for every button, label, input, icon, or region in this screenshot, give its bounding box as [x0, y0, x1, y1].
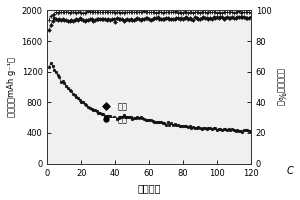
充电 [159, 17, 163, 20]
Line: 充电: 充电 [48, 15, 252, 31]
Y-axis label: 库伦效率（%）: 库伦效率（%） [276, 68, 285, 106]
充电 [207, 17, 210, 20]
放电 [208, 127, 212, 129]
放电 [246, 129, 249, 132]
充电 [242, 16, 246, 18]
充电 [102, 17, 105, 20]
放电 [49, 62, 53, 64]
放电 [161, 122, 164, 124]
放电 [92, 109, 95, 111]
充电 [249, 15, 253, 18]
充电 [90, 17, 93, 20]
Legend: 充电, 放电: 充电, 放电 [96, 100, 129, 126]
Y-axis label: 比容量（mAh g⁻¹）: 比容量（mAh g⁻¹） [7, 57, 16, 117]
放电 [188, 125, 192, 127]
Line: 放电: 放电 [48, 62, 252, 133]
X-axis label: 循环次数: 循环次数 [137, 183, 161, 193]
放电 [103, 115, 107, 117]
放电 [249, 130, 253, 133]
放电 [241, 131, 244, 133]
放电 [47, 66, 51, 68]
Text: C: C [286, 166, 293, 176]
充电 [186, 18, 190, 20]
充电 [47, 29, 51, 31]
